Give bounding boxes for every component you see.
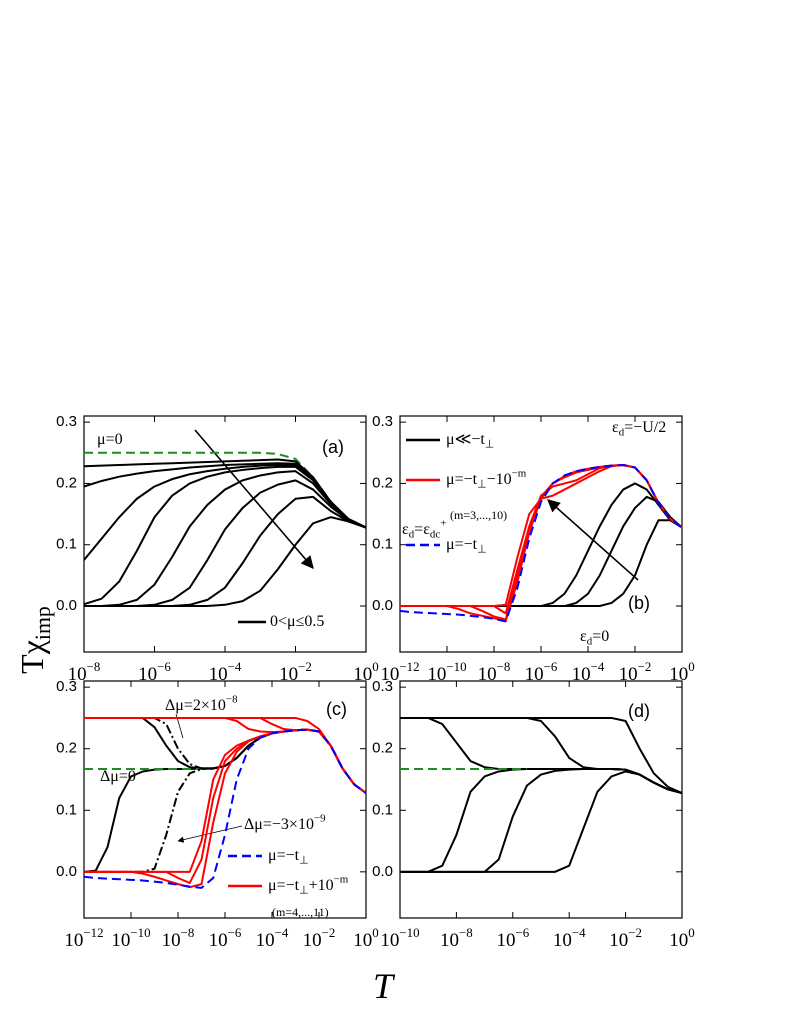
series-line — [83, 728, 367, 889]
x-tick-label: 10−4​ — [256, 926, 289, 951]
series-label: 0<μ≤0.5 — [270, 613, 324, 630]
x-tick-label: 100​ — [669, 926, 694, 951]
y-tick-label: 0.2 — [56, 474, 77, 491]
x-tick-label: 10−8​ — [68, 660, 101, 685]
y-tick-label: 0.1 — [56, 801, 77, 818]
y-tick-label: 0.0 — [56, 863, 77, 880]
x-axis-label: T — [373, 966, 396, 1006]
x-tick-label: 10−4​ — [572, 660, 605, 685]
x-tick-label: 10−6​ — [209, 926, 242, 951]
x-tick-label: 100​ — [353, 926, 378, 951]
y-tick-label: 0.3 — [372, 413, 393, 430]
series-line — [84, 470, 367, 608]
y-tick-label: 0.2 — [56, 740, 77, 757]
y-tick-label: 0.1 — [372, 801, 393, 818]
x-tick-label: 10−2​ — [303, 926, 336, 951]
x-tick-label: 10−8​ — [478, 660, 511, 685]
series-label: εd=εdc+​ — [402, 517, 446, 540]
x-tick-label: 10−10​ — [380, 926, 419, 951]
series-label: μ=0 — [97, 431, 123, 448]
x-tick-label: 10−10​ — [111, 926, 150, 951]
x-tick-label: 10−12​ — [380, 660, 419, 685]
y-tick-label: 0.0 — [372, 597, 393, 614]
series-label: Δμ=−3×10−9​ — [244, 812, 326, 833]
series-label: εd=−U/2 — [612, 419, 666, 438]
series-label: εd=0 — [580, 628, 609, 647]
annotation: (b) — [628, 593, 650, 613]
series-line — [84, 516, 367, 608]
y-axis-label: Tχimp​ — [14, 606, 55, 674]
series-label: μ=−t⊥+10−m​ — [268, 873, 349, 896]
series-line — [84, 716, 367, 794]
plot-frame — [399, 680, 683, 919]
y-tick-label: 0.3 — [56, 678, 77, 695]
series-line — [399, 464, 683, 623]
annotation: (m=3,...,10) — [450, 508, 507, 522]
x-tick-label: 10−10​ — [427, 660, 466, 685]
y-tick-label: 0.3 — [56, 413, 77, 430]
annotation: (a) — [322, 437, 344, 457]
y-tick-label: 0.1 — [372, 536, 393, 553]
series-line — [84, 451, 367, 529]
x-tick-label: 10−6​ — [525, 660, 558, 685]
series-line — [83, 465, 367, 606]
y-tick-label: 0.3 — [372, 678, 393, 695]
series-label: μ=−t⊥−10−m​ — [446, 467, 527, 490]
annotation: (c) — [326, 699, 347, 719]
x-tick-label: 10−8​ — [162, 926, 195, 951]
x-tick-label: 10−4​ — [553, 926, 586, 951]
series-label: μ≪−t⊥​ — [446, 431, 494, 450]
pointer-line — [177, 825, 243, 843]
series-label: Δμ=2×10−8​ — [165, 693, 238, 714]
y-tick-label: 0.2 — [372, 474, 393, 491]
y-tick-label: 0.0 — [56, 597, 77, 614]
x-tick-label: 10−6​ — [138, 660, 171, 685]
x-tick-label: 10−2​ — [279, 660, 312, 685]
series-label: Δμ=0 — [100, 768, 136, 785]
x-tick-label: 10−4​ — [209, 660, 242, 685]
x-tick-label: 10−2​ — [609, 926, 642, 951]
series-label: μ=−t⊥​ — [446, 536, 487, 555]
series-line — [400, 770, 683, 873]
x-tick-label: 10−8​ — [440, 926, 473, 951]
y-tick-label: 0.2 — [372, 740, 393, 757]
series-label: μ=−t⊥​ — [268, 847, 309, 866]
x-tick-label: 100​ — [669, 660, 694, 685]
annotation: (d) — [628, 701, 650, 721]
x-tick-label: 100​ — [353, 660, 378, 685]
x-tick-label: 10−12​ — [64, 926, 103, 951]
x-tick-label: 10−6​ — [496, 926, 529, 951]
x-tick-label: 10−2​ — [619, 660, 652, 685]
y-tick-label: 0.0 — [372, 863, 393, 880]
annotation: (m=4,...,11) — [272, 905, 329, 919]
y-tick-label: 0.1 — [56, 536, 77, 553]
